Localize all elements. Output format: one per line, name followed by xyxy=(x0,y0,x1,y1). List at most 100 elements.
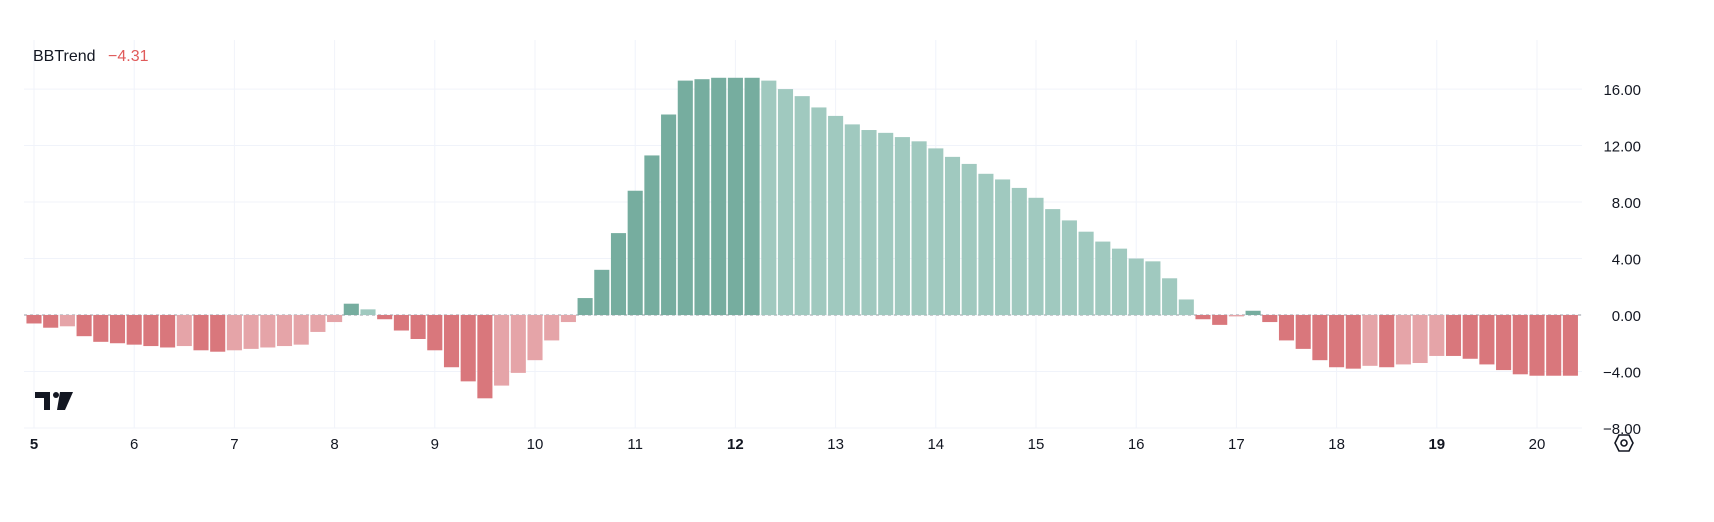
histogram-bar xyxy=(928,148,944,315)
histogram-bar xyxy=(1379,315,1395,368)
histogram-bar xyxy=(911,141,927,315)
histogram-bar xyxy=(560,315,576,323)
x-tick-label: 19 xyxy=(1428,436,1445,453)
y-tick-label: −8.00 xyxy=(1603,421,1641,438)
histogram-bar xyxy=(1479,315,1495,365)
histogram-bar xyxy=(644,155,660,315)
histogram-bar xyxy=(1546,315,1562,376)
histogram-bar xyxy=(777,89,794,315)
histogram-bar xyxy=(310,315,326,332)
histogram-bar xyxy=(59,315,75,327)
histogram-bar xyxy=(460,315,476,382)
histogram-bar xyxy=(343,303,359,315)
histogram-bar xyxy=(76,315,92,337)
histogram-bar xyxy=(978,173,994,315)
price-axis[interactable]: 16.00 12.00 8.00 4.00 0.00 −4.00 −8.00 xyxy=(1603,82,1641,438)
indicator-legend[interactable]: BBTrend −4.31 xyxy=(33,48,148,66)
y-tick-label: 8.00 xyxy=(1612,195,1641,212)
histogram-bar xyxy=(594,269,610,315)
histogram-bar xyxy=(377,315,393,320)
histogram-bar xyxy=(711,77,727,315)
histogram-bar xyxy=(1111,248,1128,315)
time-axis[interactable]: 5 6 7 8 9 10 11 12 13 14 15 16 17 18 19 20 xyxy=(30,436,1546,453)
histogram-bar xyxy=(761,80,777,315)
histogram-bar xyxy=(1011,187,1027,315)
y-tick-label: 16.00 xyxy=(1603,82,1641,99)
histogram-bar xyxy=(1028,197,1044,315)
histogram-bar xyxy=(494,315,510,386)
histogram-bar xyxy=(1212,315,1228,325)
histogram-bar xyxy=(1445,315,1462,356)
x-tick-label: 14 xyxy=(927,436,944,453)
indicator-value: −4.31 xyxy=(108,48,149,65)
x-tick-label: 16 xyxy=(1128,436,1145,453)
histogram-bar xyxy=(109,315,126,344)
histogram-bar xyxy=(1245,310,1261,315)
histogram-bar xyxy=(1095,241,1111,315)
histogram-bar xyxy=(1061,220,1077,315)
histogram-bar xyxy=(1312,315,1328,361)
histogram-bar xyxy=(1162,278,1178,315)
histogram-bar xyxy=(510,315,526,373)
histogram-bar xyxy=(43,315,59,328)
histogram-bar xyxy=(226,315,242,351)
x-tick-label: 13 xyxy=(827,436,844,453)
histogram-bar xyxy=(1128,258,1144,315)
histogram-bar xyxy=(1529,315,1545,376)
histogram-bar xyxy=(1345,315,1361,369)
histogram-bar xyxy=(610,233,627,315)
histogram-bar xyxy=(1512,315,1528,375)
histogram-bar xyxy=(1295,315,1311,349)
settings-hexagon-icon[interactable] xyxy=(1614,433,1634,458)
histogram-bar xyxy=(143,315,159,347)
x-tick-label: 6 xyxy=(130,436,138,453)
y-tick-label: 4.00 xyxy=(1612,252,1641,269)
histogram-bar xyxy=(477,315,493,399)
histogram-bar xyxy=(293,315,309,345)
histogram-bar xyxy=(894,137,910,315)
histogram-bar xyxy=(944,156,961,315)
histogram-bar xyxy=(527,315,543,361)
histogram-bar xyxy=(1395,315,1411,365)
histogram-bar xyxy=(744,77,760,315)
histogram-bar xyxy=(327,315,343,323)
x-tick-label: 10 xyxy=(527,436,544,453)
histogram-bar xyxy=(160,315,176,348)
histogram-bar xyxy=(1228,315,1244,317)
x-tick-label: 20 xyxy=(1529,436,1546,453)
histogram-bar xyxy=(1462,315,1478,359)
histogram-bar xyxy=(210,315,226,352)
histogram-bar xyxy=(193,315,209,351)
x-tick-label: 18 xyxy=(1328,436,1345,453)
histogram-bar xyxy=(443,315,460,368)
histogram-bar xyxy=(811,107,827,315)
histogram-bar xyxy=(661,114,677,315)
x-tick-label: 8 xyxy=(330,436,338,453)
tradingview-logo-icon[interactable] xyxy=(35,390,75,417)
histogram-bar xyxy=(995,179,1011,315)
histogram-bar xyxy=(1278,315,1295,341)
histogram-bar xyxy=(1145,261,1161,315)
histogram-bar xyxy=(360,309,376,315)
histogram-bar xyxy=(1429,315,1445,356)
histogram-bar xyxy=(26,315,42,324)
histogram-bar xyxy=(577,298,593,315)
histogram-bar xyxy=(1362,315,1378,366)
histogram-bar xyxy=(727,77,743,315)
histogram-bar xyxy=(176,315,192,347)
histogram-bar xyxy=(794,96,810,315)
y-tick-label: 0.00 xyxy=(1612,308,1641,325)
x-tick-label: 15 xyxy=(1028,436,1045,453)
histogram-bar xyxy=(1078,231,1094,315)
histogram-bar xyxy=(1262,315,1278,323)
histogram-bar xyxy=(544,315,560,341)
x-tick-label: 12 xyxy=(727,436,744,453)
histogram-bar xyxy=(1045,209,1061,315)
x-tick-label: 9 xyxy=(431,436,439,453)
x-tick-label: 7 xyxy=(230,436,238,453)
histogram-bar xyxy=(1329,315,1345,368)
histogram-bar xyxy=(878,132,894,315)
histogram-bar xyxy=(410,315,426,339)
histogram-bar xyxy=(276,315,293,347)
